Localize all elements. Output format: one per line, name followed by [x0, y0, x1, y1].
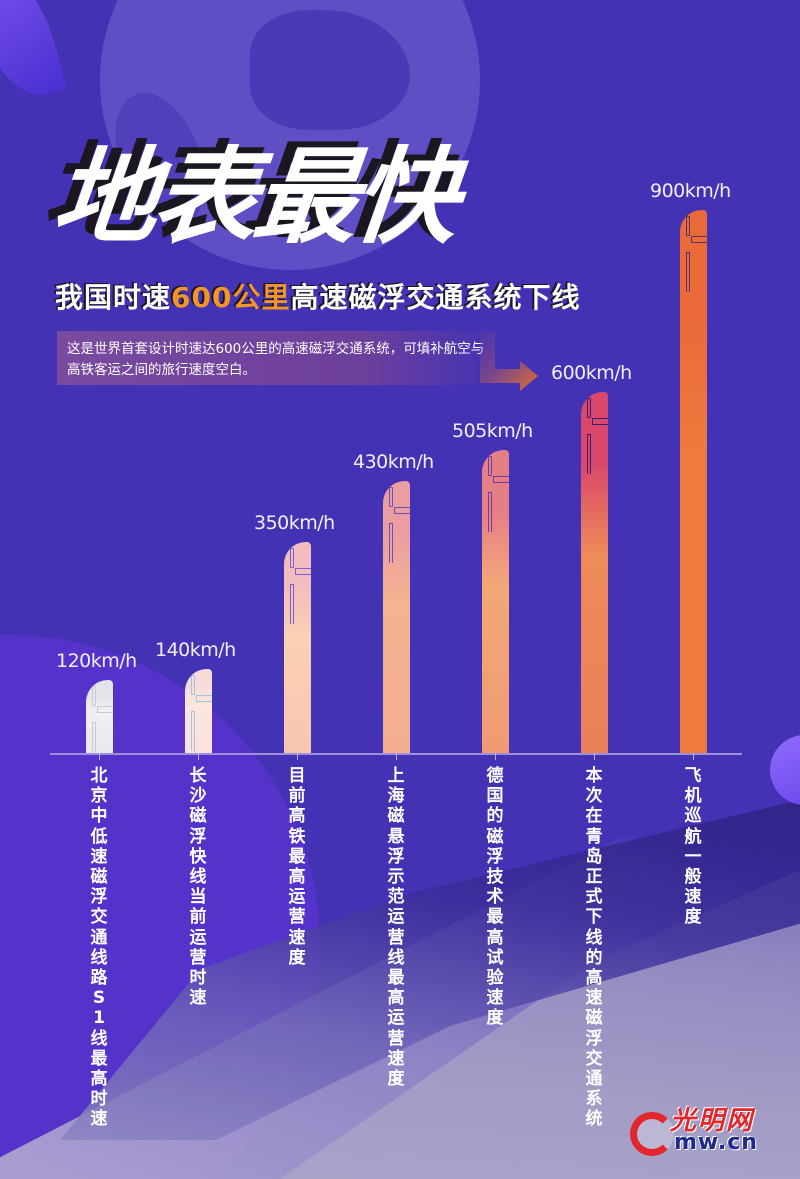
- bar-350km-h: [284, 542, 311, 753]
- subtitle-post: 高速磁浮交通系统下线: [290, 281, 581, 314]
- x-axis-tick: [495, 753, 496, 760]
- train-window-icon: [493, 476, 509, 483]
- bar-value-label: 600km/h: [551, 362, 632, 384]
- train-window-icon: [488, 456, 492, 476]
- train-window-icon: [587, 434, 591, 474]
- train-window-icon: [191, 711, 195, 751]
- category-label: 本次在青岛正式下线的高速磁浮交通系统: [585, 766, 603, 1130]
- train-window-icon: [97, 706, 113, 713]
- train-window-icon: [191, 675, 195, 695]
- bar-505km-h: [482, 450, 509, 753]
- x-axis-tick: [396, 753, 397, 760]
- train-window-icon: [488, 492, 492, 532]
- subtitle-highlight: 600公里: [171, 281, 291, 314]
- x-axis-tick: [693, 753, 694, 760]
- logo-cn-text: 光明网: [670, 1106, 755, 1136]
- category-label: 上海磁悬浮示范运营线最高运营速度: [387, 766, 405, 1090]
- train-window-icon: [691, 236, 707, 243]
- train-window-icon: [587, 398, 591, 418]
- x-axis-tick: [99, 753, 100, 760]
- bar-value-label: 350km/h: [254, 512, 335, 534]
- train-window-icon: [389, 487, 393, 507]
- category-label: 德国的磁浮技术最高试验速度: [486, 766, 504, 1029]
- train-window-icon: [290, 584, 294, 624]
- bar-value-label: 900km/h: [650, 180, 731, 202]
- category-label: 飞机巡航一般速度: [684, 766, 702, 928]
- subtitle-pre: 我国时速: [55, 281, 172, 314]
- train-window-icon: [92, 722, 96, 753]
- train-window-icon: [92, 686, 96, 706]
- x-axis-tick: [198, 753, 199, 760]
- train-window-icon: [295, 568, 311, 575]
- bar-900km-h: [680, 210, 707, 753]
- train-window-icon: [686, 252, 690, 292]
- globe-background: [98, 0, 480, 270]
- bar-value-label: 140km/h: [155, 639, 236, 661]
- train-window-icon: [686, 216, 690, 236]
- page-subtitle: 我国时速600公里高速磁浮交通系统下线: [55, 276, 580, 316]
- category-label: 目前高铁最高运营速度: [288, 766, 306, 968]
- bar-value-label: 430km/h: [353, 451, 434, 473]
- train-window-icon: [389, 523, 393, 563]
- category-label: 北京中低速磁浮交通线路S1线最高时速: [90, 766, 108, 1130]
- train-window-icon: [592, 418, 608, 425]
- x-axis-tick: [594, 753, 595, 760]
- bar-140km-h: [185, 669, 212, 753]
- annotation-box: 这是世界首套设计时速达600公里的高速磁浮交通系统，可填补航空与高铁客运之间的旅…: [57, 331, 497, 385]
- bar-430km-h: [383, 481, 410, 753]
- category-label: 长沙磁浮快线当前运营时速: [189, 766, 207, 1009]
- train-window-icon: [394, 507, 410, 514]
- bar-120km-h: [86, 680, 113, 753]
- logo-g-icon: [630, 1112, 674, 1156]
- bar-value-label: 120km/h: [56, 650, 137, 672]
- gmw-logo: 光明网 mw.cn: [630, 1100, 780, 1160]
- train-window-icon: [196, 695, 212, 702]
- bar-value-label: 505km/h: [452, 420, 533, 442]
- x-axis-tick: [297, 753, 298, 760]
- bar-600km-h: [581, 392, 608, 753]
- train-window-icon: [290, 548, 294, 568]
- logo-en-text: mw.cn: [674, 1130, 758, 1155]
- arrow-right-icon: [480, 331, 538, 391]
